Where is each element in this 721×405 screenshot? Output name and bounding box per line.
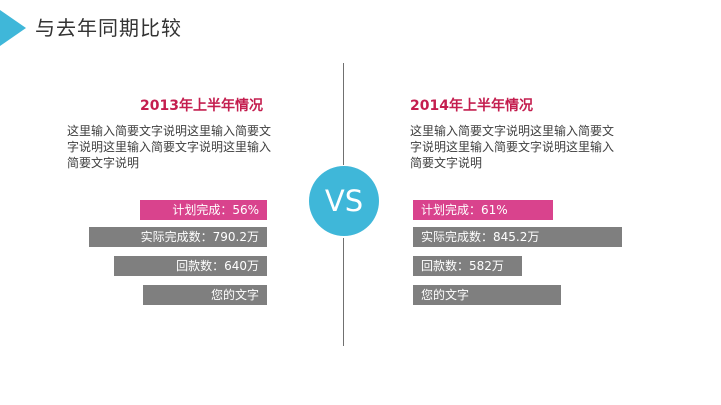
title-triangle-icon (0, 10, 26, 46)
left-bar-plan: 计划完成：56% (140, 200, 267, 220)
left-bar-text: 您的文字 (143, 285, 267, 305)
right-bar-plan: 计划完成：61% (413, 200, 553, 220)
right-year-title: 2014年上半年情况 (410, 98, 533, 114)
right-description: 这里输入简要文字说明这里输入简要文字说明这里输入简要文字说明这里输入简要文字说明 (410, 124, 615, 170)
left-year-title: 2013年上半年情况 (140, 98, 263, 114)
left-description: 这里输入简要文字说明这里输入简要文字说明这里输入简要文字说明这里输入简要文字说明 (67, 124, 272, 170)
divider-bottom (343, 238, 344, 346)
right-bar-actual: 实际完成数：845.2万 (413, 227, 622, 247)
page-title: 与去年同期比较 (35, 16, 182, 40)
divider-top (343, 63, 344, 165)
left-bar-actual: 实际完成数：790.2万 (89, 227, 267, 247)
vs-badge: VS (309, 166, 379, 236)
right-bar-text: 您的文字 (413, 285, 561, 305)
right-bar-payment: 回款数：582万 (413, 256, 522, 276)
left-bar-payment: 回款数：640万 (114, 256, 267, 276)
